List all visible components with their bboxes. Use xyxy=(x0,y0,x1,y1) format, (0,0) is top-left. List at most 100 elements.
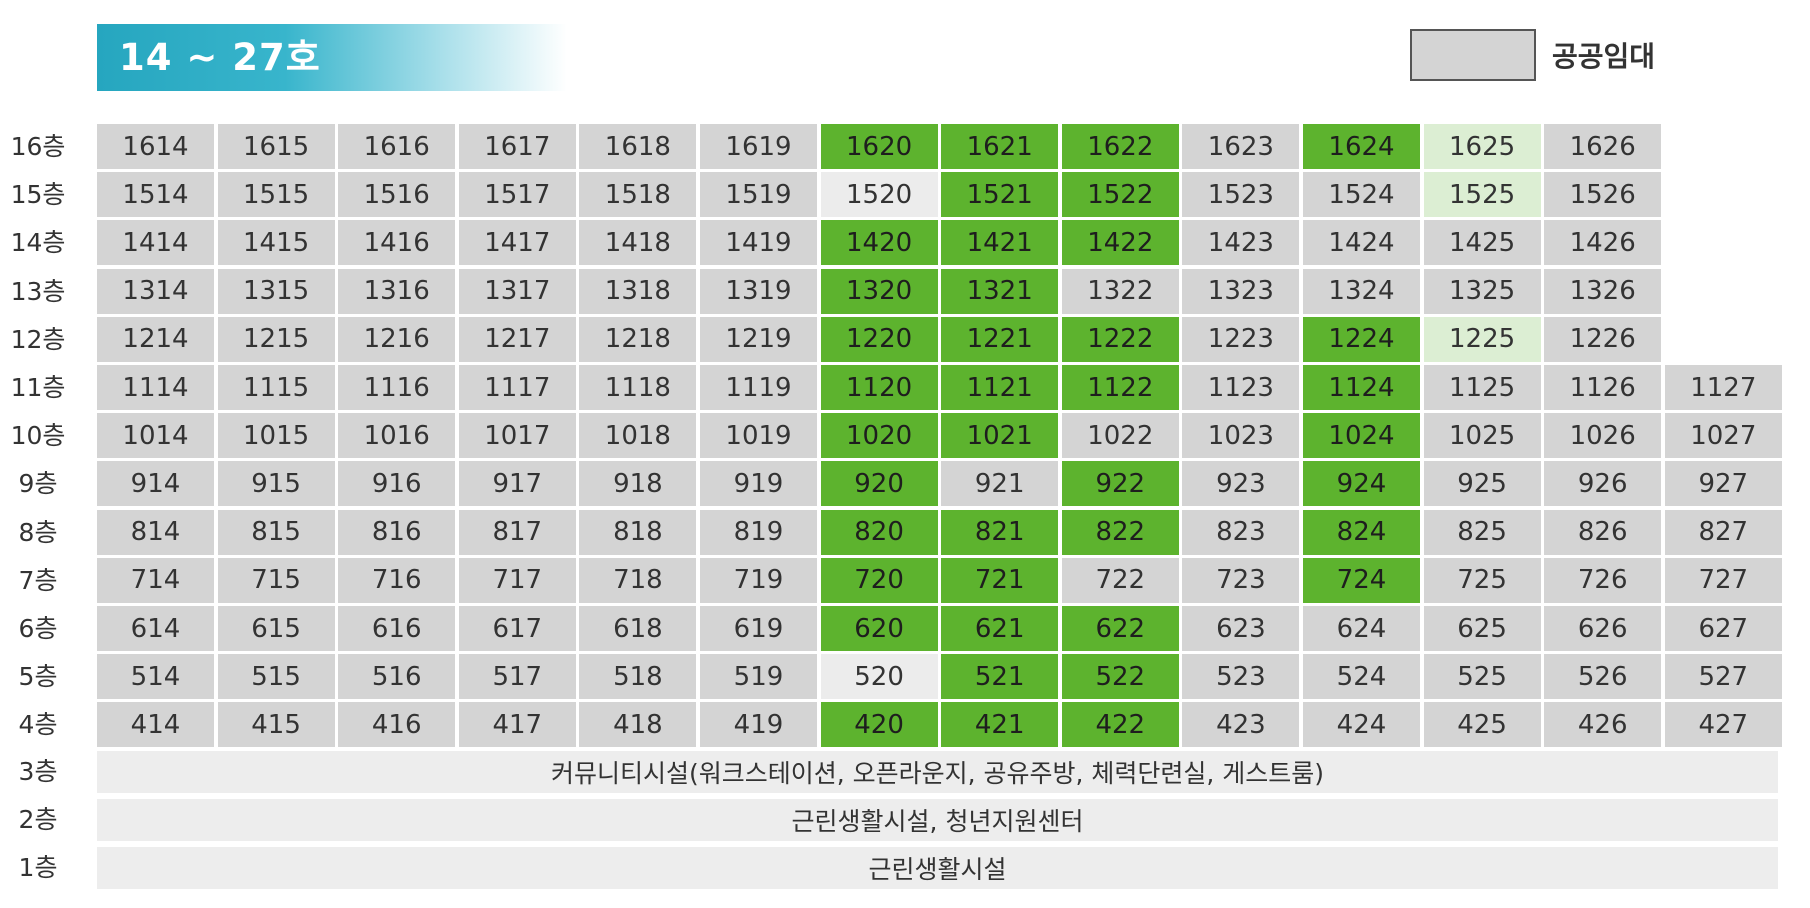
unit-cell: 622 xyxy=(1061,606,1179,651)
floor-label: 13층 xyxy=(10,276,66,306)
unit-cell: 517 xyxy=(458,654,576,700)
unit-cell: 1126 xyxy=(1544,365,1662,410)
unit-cell: 814 xyxy=(97,509,214,555)
legend-label: 공공임대 xyxy=(1552,40,1656,73)
unit-cell: 614 xyxy=(97,606,214,651)
floor-label: 12층 xyxy=(10,324,66,354)
unit-cell: 1118 xyxy=(579,365,697,410)
unit-cell: 720 xyxy=(820,557,938,603)
unit-cell: 926 xyxy=(1544,461,1662,507)
unit-cell: 1521 xyxy=(941,172,1059,218)
unit-cell: 1617 xyxy=(458,124,576,169)
unit-cell: 919 xyxy=(700,461,817,507)
unit-cell: 1316 xyxy=(338,268,456,314)
unit-cell: 518 xyxy=(579,654,697,700)
unit-cell: 1623 xyxy=(1182,124,1300,169)
unit-cell: 818 xyxy=(579,509,697,555)
unit-cell: 1516 xyxy=(338,172,456,218)
unit-cell: 716 xyxy=(338,557,456,603)
unit-cell: 826 xyxy=(1544,509,1662,555)
unit-cell: 515 xyxy=(217,654,335,700)
unit-cell: 1224 xyxy=(1303,316,1420,362)
unit-cell: 1017 xyxy=(458,413,576,459)
unit-cell: 627 xyxy=(1664,606,1782,651)
unit-cell: 920 xyxy=(820,461,938,507)
unit-cell: 419 xyxy=(700,702,817,748)
unit-cell: 925 xyxy=(1423,461,1541,507)
unit-cell: 1019 xyxy=(700,413,817,459)
unit-cell: 1317 xyxy=(458,268,576,314)
unit-cell: 620 xyxy=(820,606,938,651)
unit-cell: 1518 xyxy=(579,172,697,218)
unit-cell: 827 xyxy=(1664,509,1782,555)
unit-cell: 718 xyxy=(579,557,697,603)
unit-cell: 1120 xyxy=(820,365,938,410)
unit-cell: 1417 xyxy=(458,220,576,266)
unit-cell: 1419 xyxy=(700,220,817,266)
unit-cell: 825 xyxy=(1423,509,1541,555)
unit-cell: 1325 xyxy=(1423,268,1541,314)
unit-cell: 1014 xyxy=(97,413,214,459)
unit-cell: 1625 xyxy=(1423,124,1541,169)
unit-cell: 1125 xyxy=(1423,365,1541,410)
unit-cell: 1018 xyxy=(579,413,697,459)
unit-cell: 914 xyxy=(97,461,214,507)
floor-label: 7층 xyxy=(18,565,58,595)
unit-cell: 626 xyxy=(1544,606,1662,651)
unit-cell: 516 xyxy=(338,654,456,700)
unit-cell: 714 xyxy=(97,557,214,603)
unit-cell: 623 xyxy=(1182,606,1300,651)
floor-label: 16층 xyxy=(10,132,66,161)
unit-cell: 1127 xyxy=(1664,365,1782,410)
floor-label: 3층 xyxy=(18,756,58,786)
unit-cell: 618 xyxy=(579,606,697,651)
unit-cell: 815 xyxy=(217,509,335,555)
unit-cell: 1226 xyxy=(1544,316,1662,362)
unit-cell: 625 xyxy=(1423,606,1541,651)
unit-cell: 1326 xyxy=(1544,268,1662,314)
title-banner: 14 ~ 27호 xyxy=(97,24,567,91)
unit-cell: 722 xyxy=(1061,557,1179,603)
unit-cell: 725 xyxy=(1423,557,1541,603)
unit-cell: 1216 xyxy=(338,316,456,362)
unit-cell: 424 xyxy=(1303,702,1420,748)
unit-cell: 1218 xyxy=(579,316,697,362)
floor-label: 15층 xyxy=(10,180,66,210)
unit-cell: 1525 xyxy=(1423,172,1541,218)
unit-cell: 418 xyxy=(579,702,697,748)
unit-cell: 525 xyxy=(1423,654,1541,700)
unit-cell: 1119 xyxy=(700,365,817,410)
unit-cell: 1315 xyxy=(217,268,335,314)
unit-cell: 916 xyxy=(338,461,456,507)
unit-cell: 1626 xyxy=(1544,124,1662,169)
unit-cell: 1622 xyxy=(1061,124,1179,169)
unit-cell: 520 xyxy=(820,654,938,700)
unit-cell: 526 xyxy=(1544,654,1662,700)
unit-cell: 1619 xyxy=(700,124,817,169)
unit-cell: 819 xyxy=(700,509,817,555)
floor-label: 14층 xyxy=(10,228,66,258)
facility-bar: 근린생활시설, 청년지원센터 xyxy=(97,798,1778,841)
unit-cell: 1217 xyxy=(458,316,576,362)
unit-cell: 1322 xyxy=(1061,268,1179,314)
unit-cell: 918 xyxy=(579,461,697,507)
floor-label: 10층 xyxy=(10,421,66,451)
facility-bar: 커뮤니티시설(워크스테이션, 오픈라운지, 공유주방, 체력단련실, 게스트룸) xyxy=(97,750,1778,793)
unit-cell: 924 xyxy=(1303,461,1420,507)
unit-cell: 1221 xyxy=(941,316,1059,362)
unit-cell: 1620 xyxy=(820,124,938,169)
unit-cell: 1320 xyxy=(820,268,938,314)
unit-cell: 1526 xyxy=(1544,172,1662,218)
unit-cell: 726 xyxy=(1544,557,1662,603)
unit-cell: 1424 xyxy=(1303,220,1420,266)
unit-cell: 417 xyxy=(458,702,576,748)
unit-cell: 1426 xyxy=(1544,220,1662,266)
unit-cell: 1122 xyxy=(1061,365,1179,410)
unit-cell: 1222 xyxy=(1061,316,1179,362)
unit-cell: 1323 xyxy=(1182,268,1300,314)
unit-cell: 922 xyxy=(1061,461,1179,507)
unit-cell: 921 xyxy=(941,461,1059,507)
floor-label: 5층 xyxy=(18,662,58,692)
unit-cell: 617 xyxy=(458,606,576,651)
unit-cell: 1522 xyxy=(1061,172,1179,218)
